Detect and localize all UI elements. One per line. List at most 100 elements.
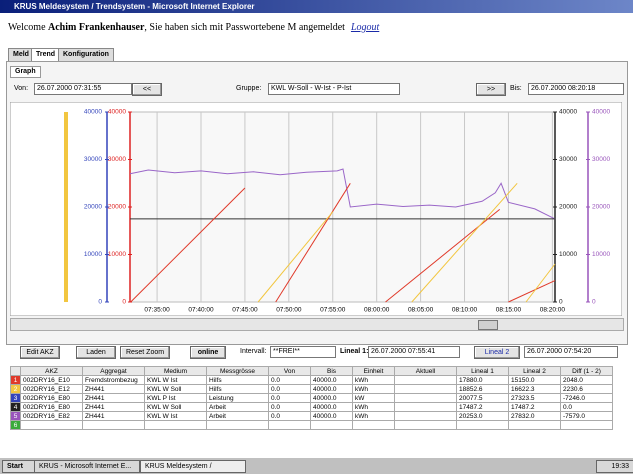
cell: ZH441 [82, 402, 145, 412]
select[interactable]: **FREI** [270, 346, 336, 358]
table-row[interactable]: 1 002DRY16_E10 Fremdstrombezug KWL W Ist Hil… [10, 375, 613, 385]
cell [508, 420, 561, 430]
cell [394, 402, 457, 412]
cell: 0.0 [268, 393, 311, 403]
cell: 27832.0 [508, 411, 561, 421]
task[interactable]: KRUS - Microsoft Internet E... [34, 460, 140, 473]
cell [394, 384, 457, 394]
cell [20, 420, 83, 430]
row-index: 1 [10, 375, 21, 385]
header-cell: Diff (1 - 2) [560, 366, 613, 376]
cell [560, 420, 613, 430]
y-tick-label: 20000 [559, 204, 577, 211]
cell [206, 420, 269, 430]
cell: 40000.0 [310, 375, 353, 385]
series-line [130, 183, 556, 303]
cell [352, 420, 395, 430]
y-tick-label: 10000 [84, 251, 102, 258]
tab[interactable]: Konfiguration [58, 48, 114, 61]
cell: kWh [352, 402, 395, 412]
button[interactable]: Edit AKZ [20, 346, 60, 359]
cell: 17880.0 [456, 375, 509, 385]
row-index: 3 [10, 393, 21, 403]
y-tick-label: 0 [592, 299, 596, 306]
start-button[interactable]: Start [2, 460, 36, 473]
cell: -7246.0 [560, 393, 613, 403]
cell: 17487.2 [508, 402, 561, 412]
cell: 002DRY16_E80 [20, 402, 83, 412]
cell [394, 393, 457, 403]
y-tick-label: 30000 [108, 156, 126, 163]
cell: ZH441 [82, 384, 145, 394]
cell: Hilfs [206, 375, 269, 385]
button[interactable]: Lineal 2 [474, 346, 520, 359]
axis-bar [64, 112, 68, 302]
button[interactable]: online [190, 346, 226, 359]
label: Von: [14, 85, 29, 92]
y-tick-label: 20000 [108, 204, 126, 211]
cell: ZH441 [82, 393, 145, 403]
logout[interactable]: Logout [350, 22, 380, 33]
header-row: AKZ Aggregat Medium Messgrösse Von Bis Einheit… [10, 366, 613, 376]
cell: 40000.0 [310, 384, 353, 394]
header-cell: Einheit [352, 366, 395, 376]
cell: 18852.6 [456, 384, 509, 394]
table-row[interactable]: 2 002DRY16_E12 ZH441 KWL W Soll Hilfs 0.0 4000… [10, 384, 613, 394]
header-cell: Aktuell [394, 366, 457, 376]
cell: 40000.0 [310, 393, 353, 403]
x-tick-label: 08:00:00 [364, 307, 390, 314]
cell [394, 420, 457, 430]
x-tick-label: 08:20:00 [540, 307, 566, 314]
cell: 15150.0 [508, 375, 561, 385]
cell: KWL W Ist [144, 375, 207, 385]
header-cell: Lineal 2 [508, 366, 561, 376]
input[interactable]: 26.07.2000 07:54:20 [524, 346, 618, 358]
cell [394, 375, 457, 385]
cell: 17487.2 [456, 402, 509, 412]
tab[interactable]: Trend [31, 48, 61, 61]
clock: 19:33 [596, 460, 633, 473]
header-cell: Messgrösse [206, 366, 269, 376]
select[interactable]: KWL W-Soll - W-Ist - P-Ist [268, 83, 400, 95]
label: Gruppe: [236, 85, 262, 92]
cell: 002DRY16_E82 [20, 411, 83, 421]
task[interactable]: KRUS Meldesystem / [140, 460, 246, 473]
window-title: KRUS Meldesystem / Trendsystem - Microso… [0, 0, 633, 13]
scroll-thumb[interactable] [478, 320, 498, 330]
x-tick-label: 07:40:00 [188, 307, 214, 314]
scrollbar[interactable] [10, 318, 624, 331]
header-cell: Bis [310, 366, 353, 376]
row-index: 6 [10, 420, 21, 430]
table-row[interactable]: 5 002DRY16_E82 ZH441 KWL W Ist Arbeit 0.0 4000… [10, 411, 613, 421]
table-row[interactable]: 4 002DRY16_E80 ZH441 KWL W Soll Arbeit 0.0 400… [10, 402, 613, 412]
greeting: Welcome [8, 22, 46, 33]
input[interactable]: 26.07.2000 07:31:55 [34, 83, 132, 95]
y-tick-label: 10000 [592, 251, 610, 258]
cell: 16622.3 [508, 384, 561, 394]
input[interactable]: 26.07.2000 07:55:41 [368, 346, 460, 358]
cell: Fremdstrombezug [82, 375, 145, 385]
header-cell: Lineal 1 [456, 366, 509, 376]
cell: 002DRY16_E12 [20, 384, 83, 394]
cell: kW [352, 393, 395, 403]
graph: 07:35:00 07:40:00 07:45:00 07:50:00 07:55:00… [10, 102, 622, 316]
cell: 0.0 [560, 402, 613, 412]
cell [456, 420, 509, 430]
button[interactable]: Laden [76, 346, 116, 359]
cell: 002DRY16_E80 [20, 393, 83, 403]
cell: 0.0 [268, 411, 311, 421]
table-row[interactable]: 3 002DRY16_E80 ZH441 KWL P Ist Leistung 0.0 40… [10, 393, 613, 403]
table-row[interactable]: 6 [10, 420, 613, 430]
header-cell [10, 366, 21, 376]
button[interactable]: << [132, 83, 162, 96]
subtab[interactable]: Graph [10, 66, 41, 78]
cell [268, 420, 311, 430]
cell: 27323.5 [508, 393, 561, 403]
x-tick-label: 08:15:00 [496, 307, 522, 314]
button[interactable]: >> [476, 83, 506, 96]
label: Lineal 1: [340, 348, 369, 355]
input[interactable]: 26.07.2000 08:20:18 [528, 83, 624, 95]
cell [394, 411, 457, 421]
button[interactable]: Reset Zoom [120, 346, 170, 359]
